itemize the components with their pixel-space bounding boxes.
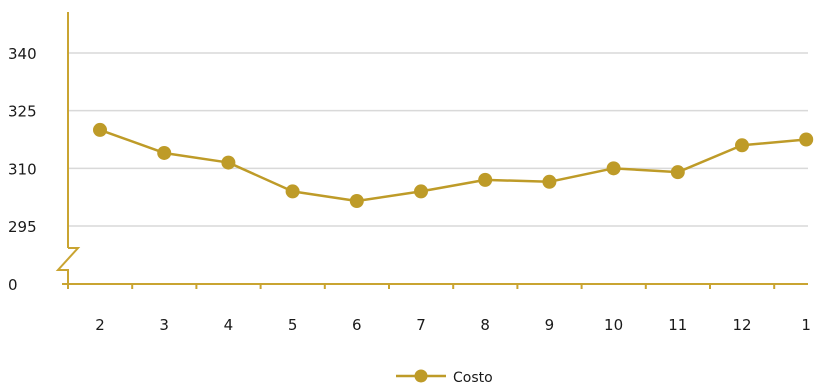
legend-marker xyxy=(414,369,428,383)
data-point xyxy=(285,184,300,199)
legend: Costo xyxy=(396,369,493,386)
axis-break xyxy=(55,247,81,284)
y-axis-labels: 340 325 310 295 0 xyxy=(8,45,37,294)
data-point xyxy=(799,132,814,147)
x-axis-labels: 2 3 4 5 6 7 8 9 10 11 12 1 xyxy=(95,316,811,334)
y-tick-label: 340 xyxy=(8,45,37,63)
data-point xyxy=(670,165,685,180)
x-tick-label: 11 xyxy=(668,316,687,334)
x-tick-label: 6 xyxy=(352,316,362,334)
x-tick-label: 5 xyxy=(288,316,298,334)
data-point xyxy=(478,172,493,187)
y-tick-label: 325 xyxy=(8,103,37,121)
data-point xyxy=(542,174,557,189)
legend-label: Costo xyxy=(453,370,493,386)
data-point xyxy=(606,161,621,176)
x-tick-label: 1 xyxy=(801,316,811,334)
series-costo xyxy=(93,122,814,209)
y-tick-label: 0 xyxy=(8,276,18,294)
data-point xyxy=(157,145,172,160)
data-point xyxy=(349,194,364,209)
x-tick-label: 9 xyxy=(545,316,555,334)
x-tick-label: 8 xyxy=(480,316,490,334)
x-tick-label: 2 xyxy=(95,316,105,334)
x-tick-label: 7 xyxy=(416,316,426,334)
x-tick-label: 10 xyxy=(604,316,623,334)
x-tick-label: 3 xyxy=(159,316,169,334)
data-point xyxy=(221,155,236,170)
data-point xyxy=(93,122,107,137)
series-line xyxy=(99,128,807,203)
axes xyxy=(55,12,808,289)
y-tick-label: 295 xyxy=(8,218,37,236)
x-tick-label: 12 xyxy=(732,316,751,334)
x-tick-label: 4 xyxy=(224,316,234,334)
data-point xyxy=(414,184,428,199)
gridlines xyxy=(68,52,808,227)
y-tick-label: 310 xyxy=(8,160,37,178)
data-point xyxy=(735,138,749,153)
